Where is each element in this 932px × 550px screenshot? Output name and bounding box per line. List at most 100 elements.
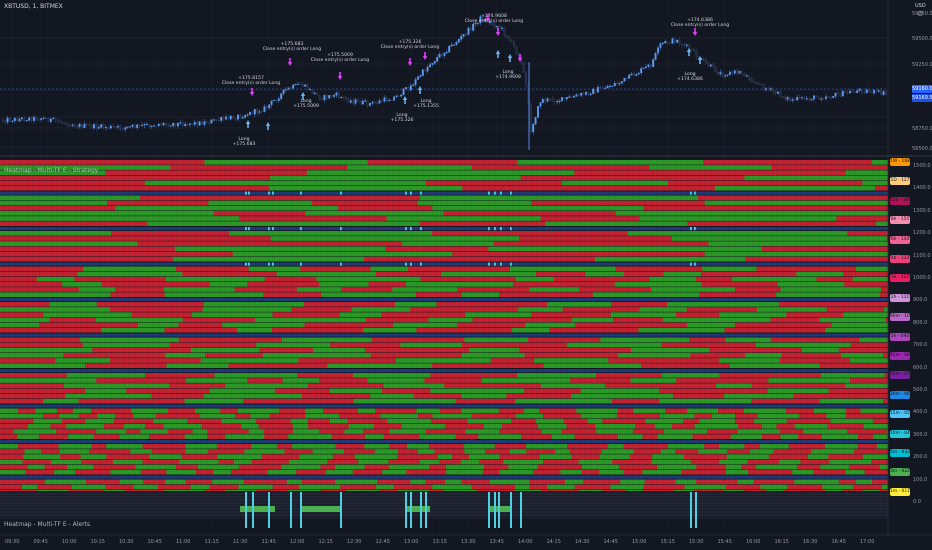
heatmap-cell: [538, 424, 567, 429]
timeframe-tag[interactable]: 4h - 133: [890, 255, 910, 263]
candle-body: [270, 100, 273, 105]
heatmap-cell: [845, 383, 889, 388]
sell-arrow-icon[interactable]: [495, 28, 501, 36]
heatmap-cell: [734, 287, 781, 292]
timeframe-tag[interactable]: 5m - 033: [890, 449, 910, 457]
candle-body: [815, 95, 818, 98]
timeframe-tag[interactable]: 8h - 155: [890, 216, 910, 225]
alert-signal: [520, 492, 522, 528]
candle-body: [225, 116, 227, 120]
candle-body: [529, 103, 532, 133]
sell-arrow-icon[interactable]: [337, 72, 343, 80]
heatmap-cell: [537, 464, 583, 470]
candle-body: [561, 97, 563, 102]
candle-body: [52, 117, 55, 119]
time-axis-label: 16:00: [746, 539, 761, 545]
heatmap-cell: [439, 408, 462, 414]
timeframe-tag[interactable]: 3h - 122: [890, 274, 910, 283]
timeframe-tag[interactable]: 10m - 044: [890, 429, 910, 438]
timeframe-tag[interactable]: 1D - 127: [890, 177, 910, 186]
heatmap-cell: [664, 429, 708, 434]
candle-body: [743, 73, 746, 77]
candle-body: [109, 125, 112, 129]
timeframe-tag[interactable]: 3m - 022: [890, 468, 910, 477]
candle-body: [73, 124, 76, 127]
buy-arrow-icon[interactable]: [507, 54, 513, 62]
timeframe-tag[interactable]: 1m - 011: [890, 487, 910, 496]
heatmap-cell: [415, 292, 462, 297]
heatmap-cell: [529, 484, 548, 490]
candle-body: [169, 125, 172, 127]
heatmap-cell: [702, 266, 757, 272]
candle-body: [450, 44, 453, 47]
heatmap-cell: [184, 434, 208, 439]
sell-arrow-icon[interactable]: [287, 58, 293, 66]
heatmap-cell: [639, 216, 837, 221]
sell-arrow-icon[interactable]: [485, 14, 491, 22]
alert-signal: [510, 492, 512, 528]
heatmap-cell: [18, 408, 36, 414]
timeframe-tag[interactable]: 12h - 140: [890, 196, 910, 205]
heatmap-cell: [689, 337, 726, 343]
heatmap-separator: [0, 475, 888, 479]
heatmap-cell: [719, 358, 780, 363]
sell-arrow-icon[interactable]: [407, 58, 413, 66]
timeframe-tag[interactable]: 30m - 077: [890, 371, 910, 380]
buy-arrow-icon[interactable]: [697, 56, 703, 64]
heatmap-cell: [261, 454, 300, 459]
buy-arrow-icon[interactable]: [686, 48, 692, 56]
heatmap-cell: [526, 449, 556, 454]
heatmap-cell: [445, 479, 462, 485]
buy-arrow-icon[interactable]: [300, 92, 306, 100]
timeframe-tag[interactable]: 6h - 144: [890, 235, 910, 244]
gear-icon[interactable]: ⚙: [917, 10, 924, 18]
trade-annotation-line: Long: [300, 99, 312, 104]
sell-arrow-icon[interactable]: [249, 88, 255, 96]
heatmap-cell: [383, 434, 421, 439]
heatmap-cell: [0, 429, 15, 434]
symbol-title[interactable]: XBTUSD, 1, BITMEX: [4, 3, 63, 10]
heatmap-axis-label: 300.0: [913, 431, 928, 438]
sell-arrow-icon[interactable]: [422, 52, 428, 60]
heatmap-cell: [872, 479, 889, 485]
heatmap-cell: [43, 398, 79, 404]
heatmap-cell: [524, 388, 581, 394]
buy-arrow-icon[interactable]: [265, 122, 271, 130]
heatmap-cell: [239, 216, 387, 221]
timeframe-tag[interactable]: 45m - 089: [890, 352, 910, 360]
buy-arrow-icon[interactable]: [402, 96, 408, 104]
heatmap-cell: [332, 434, 366, 439]
candle-body: [522, 62, 525, 73]
timeframe-tag[interactable]: 1W - 168: [890, 158, 910, 166]
heatmap-cell: [155, 413, 200, 419]
heatmap-cell: [708, 241, 889, 246]
heatmap-cell: [50, 459, 82, 465]
strategy-pane-title[interactable]: Heatmap - Multi-TF E - Strategy: [4, 167, 99, 174]
buy-arrow-icon[interactable]: [417, 86, 423, 94]
heatmap-cell: [786, 418, 831, 424]
heatmap-cell: [754, 418, 787, 424]
sell-arrow-icon[interactable]: [692, 28, 698, 36]
timeframe-tag[interactable]: 2h - 111: [890, 293, 910, 302]
heatmap-cell: [321, 292, 417, 297]
candle-body: [390, 99, 393, 102]
alerts-pane[interactable]: [0, 491, 888, 528]
heatmap-cell: [639, 307, 687, 312]
sell-arrow-icon[interactable]: [517, 54, 523, 62]
buy-arrow-icon[interactable]: [245, 120, 251, 128]
timeframe-tag[interactable]: 90m - 101: [890, 313, 910, 322]
buy-arrow-icon[interactable]: [495, 50, 501, 58]
heatmap-cell: [0, 317, 50, 323]
heatmap-cell: [642, 434, 658, 439]
timeframe-tag[interactable]: 20m - 066: [890, 390, 910, 399]
signal-marker: [494, 191, 496, 195]
timeframe-tag[interactable]: 1h - 095: [890, 332, 910, 341]
alerts-pane-title[interactable]: Heatmap - Multi-TF E - Alerts: [4, 521, 91, 528]
heatmap-cell: [857, 444, 877, 449]
heatmap-cell: [78, 287, 116, 292]
timeframe-tag[interactable]: 15m - 055: [890, 410, 910, 419]
candle-body: [714, 66, 717, 73]
heatmap-cell: [49, 317, 97, 323]
time-axis-label: 10:30: [119, 539, 134, 545]
